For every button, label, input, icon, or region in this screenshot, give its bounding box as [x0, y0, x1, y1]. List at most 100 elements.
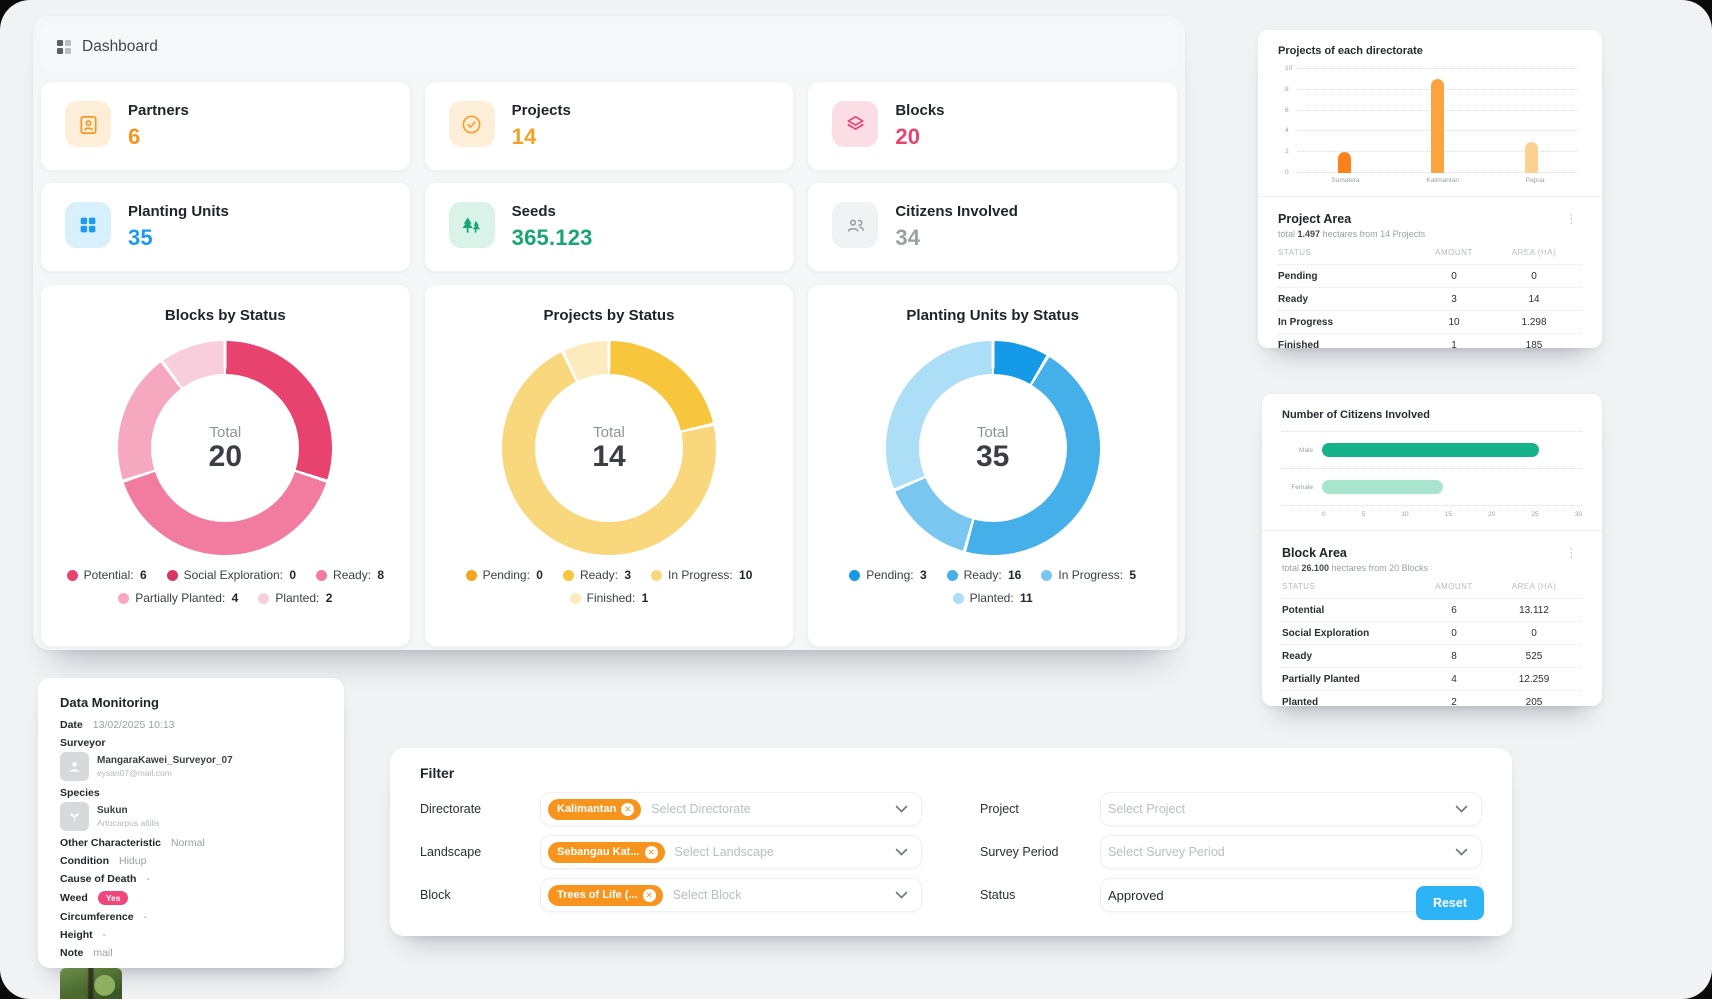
select-placeholder: Select Landscape [674, 845, 774, 859]
donut-center: Total 35 [918, 374, 1067, 522]
id-badge-icon [65, 101, 111, 147]
data-monitoring-card: Data Monitoring Date 13/02/2025 10:13 Su… [38, 678, 344, 999]
table-row: Ready 8 525 [1282, 644, 1582, 667]
filter-label: Landscape [420, 845, 482, 859]
x-tick-label: 20 [1488, 511, 1496, 518]
main-dashboard-panel: Dashboard Partners 6 Projects 14 Blocks 20 Pla… [33, 16, 1185, 650]
legend-text: Potential: 6 [83, 568, 147, 582]
legend-item-ready: Ready: 8 [316, 568, 384, 582]
bar-sumatera [1338, 152, 1352, 173]
table-subtitle: total 26.100 hectares from 20 Blocks [1282, 563, 1429, 573]
chevron-down-icon [895, 848, 908, 856]
filter-row-directorate: Directorate Kalimantan ✕ Select Directorate [420, 792, 922, 826]
legend-item-pending: Pending: 3 [849, 568, 927, 582]
column-header: Area (HA) [1511, 582, 1557, 591]
circle-x-icon[interactable]: ✕ [642, 888, 656, 902]
select-placeholder: Select Directorate [651, 802, 751, 816]
landscape-select[interactable]: Sebangau Kat... ✕ Select Landscape [540, 835, 922, 869]
table-cell: Pending [1278, 270, 1318, 282]
field-label: Weed [60, 892, 88, 905]
stat-value: 14 [511, 124, 537, 149]
x-tick-label: 25 [1531, 511, 1539, 518]
filter-chip[interactable]: Sebangau Kat... ✕ [548, 841, 665, 863]
filter-chip[interactable]: Trees of Life (... ✕ [548, 884, 663, 906]
legend-item-in-progress: In Progress: 10 [651, 568, 752, 582]
legend-item-planted: Planted: 2 [258, 591, 332, 605]
table-cell: 0 [1451, 270, 1457, 282]
y-tick-label: 6 [1285, 106, 1289, 114]
table-cell: 1 [1451, 339, 1457, 351]
select-placeholder: Select Survey Period [1108, 845, 1225, 859]
filter-row-block: Block Trees of Life (... ✕ Select Block [420, 878, 922, 912]
filter-col-right: Project Select Project Survey Period Select… [980, 792, 1482, 912]
field-label: Circumference [60, 911, 134, 924]
legend-row: Potential: 6 Social Exploration: 0 Ready: … [41, 568, 410, 582]
bar-papua [1524, 141, 1538, 173]
kebab-vertical-icon[interactable]: ⋮ [1565, 545, 1578, 560]
select-placeholder: Select Block [672, 888, 742, 902]
field-value: - [143, 911, 148, 924]
filter-card: Filter Directorate Kalimantan ✕ Select Dire… [390, 748, 1512, 936]
field-label: Species [60, 787, 100, 799]
y-tick-label: 2 [1285, 148, 1289, 156]
project-select[interactable]: Select Project [1100, 792, 1482, 826]
kebab-vertical-icon[interactable]: ⋮ [1565, 211, 1578, 226]
filter-label: Directorate [420, 802, 482, 816]
legend-text: Social Exploration: 0 [183, 568, 297, 582]
chart-title: Blocks by Status [164, 307, 286, 324]
stat-text: Blocks 20 [895, 101, 944, 150]
circle-x-icon[interactable]: ✕ [621, 802, 635, 816]
blocks-by-status-donut: Total 20 Potential: 6 Social Exploration: 0… [41, 341, 410, 605]
stat-text: Projects 14 [512, 101, 571, 150]
bar-plot-area: 0 2 4 6 8 10 [1285, 65, 1578, 176]
chip-text: Trees of Life (... [557, 889, 638, 901]
stat-text: Partners 6 [128, 101, 189, 150]
legend-item-in-progress: In Progress: 5 [1041, 568, 1136, 582]
survey-period-select[interactable]: Select Survey Period [1100, 835, 1482, 869]
legend-dot [316, 569, 328, 581]
filter-label: Project [980, 802, 1019, 816]
stat-text: Citizens Involved 34 [895, 202, 1018, 251]
legend-text: In Progress: 10 [668, 568, 753, 582]
reset-button[interactable]: Reset [1415, 886, 1484, 920]
donut-total-label: Total [209, 423, 242, 441]
stat-label: Projects [511, 102, 571, 119]
legend-row: Finished: 1 [425, 591, 794, 605]
table-row: Ready 3 14 [1278, 287, 1582, 310]
bar-kalimantan [1431, 79, 1445, 173]
stat-label: Partners [128, 102, 189, 119]
dashboard-grid-icon [57, 39, 71, 54]
bar-male [1322, 443, 1539, 457]
gridline: 10 [1285, 65, 1578, 72]
table-cell: 13.112 [1519, 604, 1549, 616]
filter-chip[interactable]: Kalimantan ✕ [548, 798, 642, 820]
filter-row-landscape: Landscape Sebangau Kat... ✕ Select Landscap… [420, 835, 922, 869]
legend-row: Planted: 11 [808, 591, 1177, 605]
hbar-track [1322, 443, 1582, 457]
field-label: Other Characteristic [60, 837, 161, 849]
column-header: Amount [1435, 248, 1473, 257]
circle-x-icon[interactable]: ✕ [644, 845, 658, 859]
stat-label: Blocks [895, 102, 945, 119]
block-select[interactable]: Trees of Life (... ✕ Select Block [540, 878, 922, 912]
donut-grid: Blocks by Status Total 20 Potential: 6 Soci… [40, 284, 1178, 647]
table-cell: 205 [1525, 696, 1543, 708]
people-icon [832, 202, 879, 248]
hbar-row-female: Female [1282, 468, 1582, 505]
legend-dot [952, 592, 964, 604]
filter-row-status: Status Approved [980, 878, 1482, 912]
x-category-label: Sumatera [1331, 177, 1360, 184]
directorate-select[interactable]: Kalimantan ✕ Select Directorate [540, 792, 922, 826]
stat-text: Planting Units 35 [128, 202, 229, 251]
bar-female [1322, 480, 1444, 494]
stat-value: 35 [128, 225, 153, 250]
stat-card-blocks: Blocks 20 [807, 81, 1178, 171]
legend-item-partially-planted: Partially Planted: 4 [118, 591, 238, 605]
block-area-table: Status Amount Area (HA) Potential 6 13.112 Soc… [1282, 582, 1582, 713]
table-cell: 4 [1451, 673, 1457, 685]
legend-dot [946, 569, 958, 581]
block-area-section: Block Area total 26.100 hectares from 20… [1262, 531, 1602, 725]
trees-icon [448, 202, 495, 248]
legend-dot [66, 569, 78, 581]
